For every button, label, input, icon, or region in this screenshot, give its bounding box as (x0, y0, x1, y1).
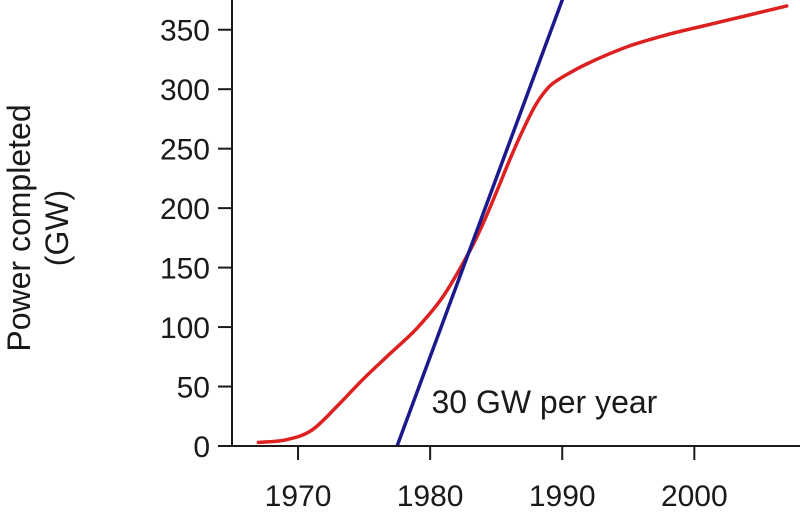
y-tick-label: 350 (160, 15, 210, 48)
axes-layer: 0 50 100 150 200 250 300 350 1970 1980 1990 2000 (160, 0, 800, 513)
y-tick-label: 0 (193, 431, 210, 464)
x-tick-label: 1990 (529, 480, 596, 513)
y-tick-label: 200 (160, 193, 210, 226)
annotation-label: 30 GW per year (431, 384, 657, 420)
capacity-curve (256, 4, 789, 445)
y-tick-label: 300 (160, 74, 210, 107)
x-tick-label: 2000 (661, 480, 728, 513)
y-tick-label: 50 (177, 372, 210, 405)
y-axis-title-line-2: (GW) (39, 190, 75, 266)
y-axis-title-line-1: Power completed (1, 104, 37, 351)
plot-layer: 30 GW per year (256, 0, 789, 446)
x-tick-label: 1980 (397, 480, 464, 513)
y-tick-label: 150 (160, 253, 210, 286)
x-tick-label: 1970 (265, 480, 332, 513)
y-tick-label: 250 (160, 134, 210, 167)
y-tick-label: 100 (160, 312, 210, 345)
y-axis-title: Power completed (GW) (1, 104, 75, 351)
trend-line (395, 0, 565, 446)
